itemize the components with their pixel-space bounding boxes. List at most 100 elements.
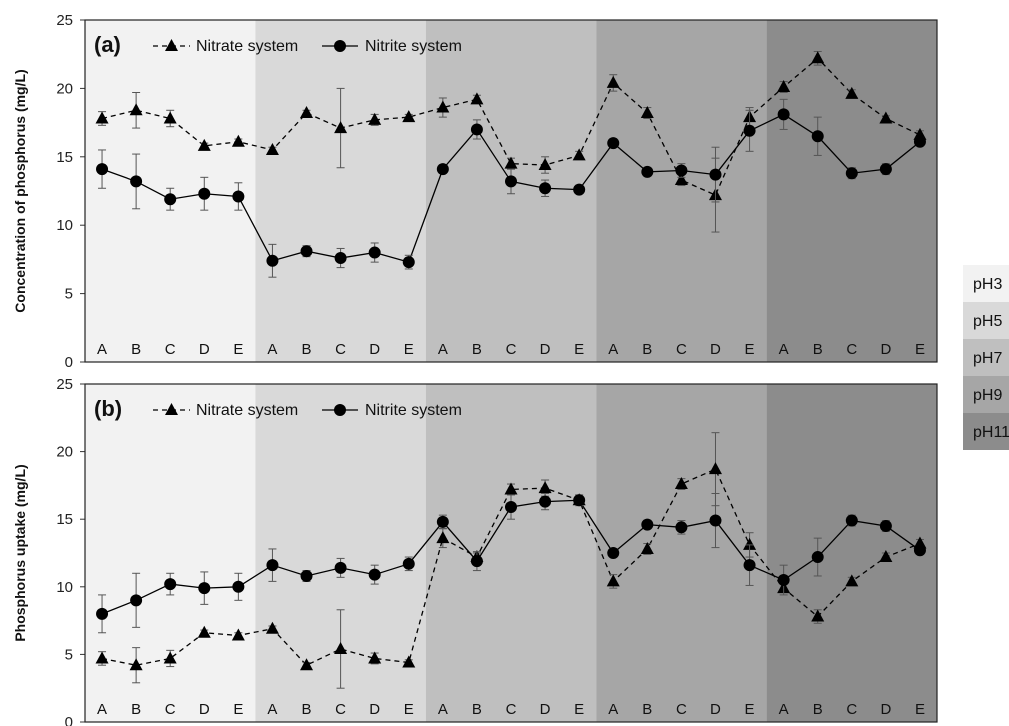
- x-category-label: B: [642, 341, 652, 358]
- y-axis-label: Phosphorus uptake (mg/L): [12, 464, 28, 641]
- nitrite-point: [266, 559, 279, 572]
- x-category-label: B: [131, 701, 141, 718]
- nitrate-point: [572, 148, 586, 161]
- x-category-label: A: [267, 701, 277, 718]
- nitrate-point: [402, 655, 416, 668]
- x-category-label: C: [165, 341, 176, 358]
- x-category-label: D: [540, 341, 551, 358]
- nitrate-point: [845, 86, 859, 99]
- nitrite-point: [164, 193, 177, 206]
- x-category-label: A: [97, 701, 107, 718]
- nitrate-point: [197, 138, 211, 151]
- legend-nitrite-label: Nitrite system: [365, 38, 462, 55]
- y-tick-label: 5: [65, 286, 73, 303]
- plot-frame: [84, 383, 938, 723]
- ph-legend-swatch-ph7: [963, 339, 1009, 376]
- nitrite-point: [539, 182, 552, 195]
- ph-legend-label: pH9: [973, 387, 1002, 404]
- x-category-label: B: [472, 341, 482, 358]
- nitrite-point: [675, 164, 688, 177]
- x-category-label: E: [404, 701, 414, 718]
- x-category-label: C: [335, 341, 346, 358]
- x-category-label: C: [676, 701, 687, 718]
- x-category-label: D: [199, 701, 210, 718]
- nitrate-point: [334, 121, 348, 134]
- x-category-label: D: [199, 341, 210, 358]
- nitrate-point: [777, 80, 791, 93]
- nitrate-point: [538, 158, 552, 171]
- x-category-label: A: [779, 341, 789, 358]
- x-category-label: A: [97, 341, 107, 358]
- x-category-label: C: [676, 341, 687, 358]
- nitrite-point: [232, 190, 245, 203]
- nitrite-point: [607, 137, 620, 150]
- legend-nitrate-marker: [165, 39, 178, 51]
- nitrite-point: [879, 163, 892, 176]
- nitrite-point: [402, 256, 415, 269]
- x-category-label: D: [880, 341, 891, 358]
- nitrite-point: [845, 167, 858, 180]
- x-category-label: A: [267, 341, 277, 358]
- x-category-label: D: [710, 701, 721, 718]
- x-category-label: E: [404, 341, 414, 358]
- nitrate-point: [879, 111, 893, 124]
- x-category-label: E: [233, 341, 243, 358]
- nitrite-point: [913, 135, 926, 148]
- nitrate-point: [606, 75, 620, 88]
- nitrite-point: [743, 124, 756, 137]
- x-category-label: D: [710, 341, 721, 358]
- x-category-label: E: [915, 341, 925, 358]
- ph-band-ph3: [85, 384, 256, 722]
- ph-legend-swatch-ph11: [963, 413, 1009, 450]
- x-category-label: D: [369, 341, 380, 358]
- x-category-label: B: [813, 701, 823, 718]
- x-category-label: B: [472, 701, 482, 718]
- nitrite-point: [913, 544, 926, 557]
- legend-nitrate-marker: [165, 403, 178, 415]
- x-category-label: C: [506, 701, 517, 718]
- nitrite-point: [641, 518, 654, 531]
- nitrite-point: [709, 514, 722, 527]
- nitrate-point: [504, 482, 518, 495]
- nitrate-point: [368, 651, 382, 664]
- nitrate-point: [163, 651, 177, 664]
- x-category-label: E: [233, 701, 243, 718]
- nitrite-point: [845, 514, 858, 527]
- x-category-label: A: [608, 701, 618, 718]
- nitrite-point: [505, 175, 517, 188]
- ph-band-ph11: [766, 384, 937, 722]
- nitrate-point: [674, 477, 688, 490]
- nitrite-point: [607, 547, 620, 559]
- y-tick-label: 0: [65, 714, 73, 726]
- nitrate-point: [129, 658, 143, 671]
- ph-legend-swatch-ph9: [963, 376, 1009, 413]
- nitrite-point: [641, 165, 654, 178]
- nitrite-point: [709, 168, 722, 181]
- nitrite-point: [402, 557, 415, 570]
- x-category-label: D: [540, 701, 551, 718]
- panel-a: 0 5 10 15 20 25 Concentration of phosphorus (m…: [12, 12, 938, 371]
- nitrite-point: [96, 607, 109, 620]
- nitrite-point: [198, 187, 211, 200]
- nitrate-point: [231, 134, 245, 147]
- x-category-label: D: [369, 701, 380, 718]
- nitrite-point: [164, 578, 177, 591]
- nitrate-point: [879, 550, 893, 563]
- nitrate-point: [231, 628, 245, 641]
- y-tick-label: 10: [56, 217, 73, 234]
- nitrate-point: [470, 92, 484, 105]
- nitrate-point: [743, 537, 757, 550]
- nitrite-point: [232, 580, 245, 593]
- x-category-label: A: [608, 341, 618, 358]
- nitrite-point: [777, 574, 790, 587]
- ph-band-ph5: [255, 20, 426, 362]
- ph-band-ph11: [766, 20, 937, 362]
- nitrate-point: [368, 112, 382, 125]
- panel-label: (b): [94, 396, 122, 421]
- nitrite-point: [539, 495, 552, 508]
- nitrate-point: [436, 100, 450, 113]
- x-category-label: C: [165, 701, 176, 718]
- ph-legend-swatch-ph3: [963, 265, 1009, 302]
- y-tick-label: 25: [56, 376, 73, 393]
- x-category-label: E: [574, 341, 584, 358]
